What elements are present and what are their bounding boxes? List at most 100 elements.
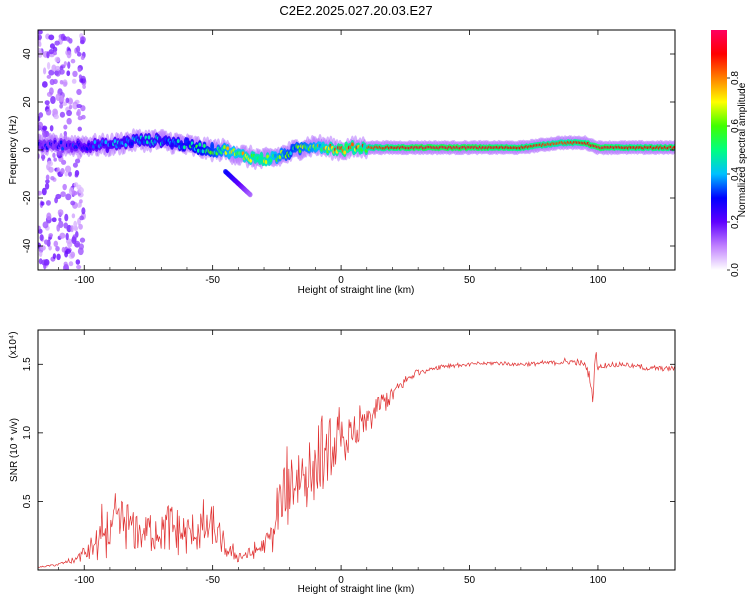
heatmap-noise-cell [54,40,60,46]
heatmap-noise-cell [77,115,83,121]
heatmap-layer [38,30,675,270]
heatmap-noise-cell [66,110,72,117]
heatmap-noise-cell [62,183,67,191]
heatmap-noise-cell [38,115,41,122]
heatmap-noise-cell [65,193,72,201]
heatmap-noise-cell [63,124,68,130]
heatmap-noise-cell [66,117,72,125]
heatmap-core-cell [201,149,205,154]
heatmap-noise-cell [71,78,77,84]
colorbar-tick-label: 0.2 [730,215,741,229]
spectrogram-y-ticks: -40 -20 0 20 40 [22,48,675,253]
heatmap-noise-cell [48,34,55,41]
y-tick-label: 1.0 [22,425,33,439]
heatmap-noise-cell [74,173,79,178]
heatmap-noise-cell [68,261,74,267]
heatmap-noise-cell [68,104,73,110]
heatmap-noise-cell [79,39,85,45]
heatmap-noise-cell [46,212,52,221]
heatmap-noise-cell [59,68,65,75]
heatmap-noise-cell [46,62,51,70]
heatmap-noise-cell [61,246,66,253]
heatmap-noise-cell [49,125,54,132]
heatmap-noise-cell [54,68,61,77]
heatmap-core-cell [104,140,108,145]
colorbar-tick-label: 0.4 [730,167,741,181]
heatmap-noise-cell [80,55,85,60]
spectrogram-x-label: Height of straight line (km) [298,285,415,296]
heatmap-noise-cell [63,61,67,67]
heatmap-noise-cell [46,160,54,167]
colorbar-tick-label: 0.6 [730,119,741,133]
heatmap-noise-cell [60,191,66,198]
heatmap-core-cell [198,142,202,147]
heatmap-noise-cell [48,87,54,95]
heatmap-noise-cell [52,253,57,260]
heatmap-noise-cell [41,187,47,196]
heatmap-noise-cell [63,81,68,86]
heatmap-noise-cell [49,43,55,49]
heatmap-noise-cell [52,78,58,85]
heatmap-noise-cell [64,250,69,258]
y-tick-label: 0.5 [22,494,33,508]
x-tick-label: -100 [74,275,94,286]
colorbar-gradient [711,30,727,270]
heatmap-noise-cell [66,70,71,77]
heatmap-noise-cell [41,125,48,131]
heatmap-core-cell [226,146,229,151]
heatmap-noise-cell [65,36,71,42]
heatmap-noise-cell [58,217,62,222]
heatmap-noise-cell [45,179,50,184]
heatmap-noise-cell [76,52,82,57]
heatmap-noise-cell [74,158,81,164]
heatmap-core-cell [264,160,268,165]
heatmap-noise-cell [38,121,44,130]
heatmap-noise-cell [70,58,76,64]
heatmap-noise-cell [65,97,70,104]
heatmap-noise-cell [45,200,51,206]
heatmap-core-cell [130,141,134,146]
heatmap-core-cell [93,140,97,145]
heatmap-noise-cell [76,108,81,117]
heatmap-noise-cell [67,61,71,69]
snr-series-line [38,352,675,568]
heatmap-noise-cell [48,48,54,55]
heatmap-noise-cell [55,245,60,252]
colorbar-tick-label: 0.8 [730,71,741,85]
heatmap-noise-cell [71,236,76,243]
heatmap-noise-cell [54,56,61,63]
x-tick-label: 100 [590,575,607,586]
heatmap-noise-cell [72,103,77,109]
heatmap-noise-cell [56,224,61,232]
heatmap-core-cell [350,142,354,147]
heatmap-noise-cell [79,199,83,204]
heatmap-noise-cell [59,111,66,118]
heatmap-noise-cell [39,234,44,242]
heatmap-noise-cell [38,251,43,257]
heatmap-noise-cell [38,34,43,41]
heatmap-noise-cell [46,74,52,79]
x-tick-label: -50 [205,575,220,586]
heatmap-noise-cell [59,103,63,109]
heatmap-noise-cell [67,171,72,177]
snr-x-label: Height of straight line (km) [298,584,415,595]
heatmap-core-cell [343,150,347,155]
x-tick-label: 0 [338,575,344,586]
heatmap-noise-cell [38,30,43,35]
heatmap-noise-cell [53,51,57,56]
snr-y-label: SNR (10 * v/v) [9,418,20,482]
figure-title: C2E2.2025.027.20.03.E27 [279,3,432,18]
y-tick-label: 40 [22,48,33,60]
snr-y-ticks: 0.5 1.0 1.5 [22,357,675,508]
heatmap-noise-cell [45,108,52,116]
heatmap-noise-cell [64,171,69,177]
heatmap-noise-cell [70,251,76,258]
heatmap-noise-cell [51,64,57,72]
spectrogram-x-ticks: -100 -50 0 50 100 [58,30,676,286]
heatmap-core-cell [223,145,226,150]
heatmap-noise-cell [50,95,56,104]
heatmap-noise-cell [38,112,44,118]
heatmap-noise-cell [50,176,55,181]
